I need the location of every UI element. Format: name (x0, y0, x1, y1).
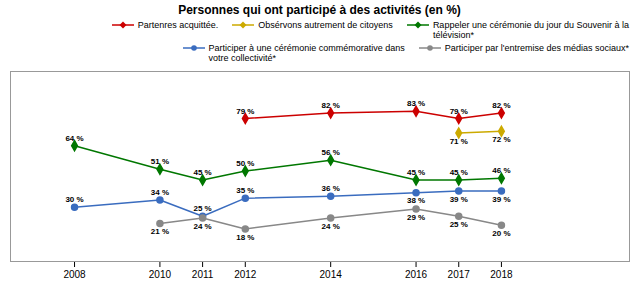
svg-text:2018: 2018 (490, 269, 513, 280)
html-text:Participer par l'entremise des: Participer par l'entremise des médias so… (444, 43, 629, 53)
svg-text:39 %: 39 % (492, 195, 510, 204)
svg-text:50 %: 50 % (236, 159, 254, 168)
svg-text:79 %: 79 % (236, 107, 254, 116)
svg-text:34 %: 34 % (151, 188, 169, 197)
svg-text:2017: 2017 (448, 269, 471, 280)
svg-text:51 %: 51 % (151, 157, 169, 166)
svg-text:82 %: 82 % (492, 101, 510, 110)
svg-text:25 %: 25 % (450, 220, 468, 229)
svg-text:25 %: 25 % (193, 204, 211, 213)
svg-text:24 %: 24 % (322, 222, 340, 231)
svg-text:46 %: 46 % (492, 166, 510, 175)
svg-text:64 %: 64 % (65, 134, 83, 143)
svg-text:2016: 2016 (405, 269, 428, 280)
svg-text:39 %: 39 % (450, 195, 468, 204)
svg-text:2008: 2008 (63, 269, 86, 280)
svg-text:56 %: 56 % (322, 148, 340, 157)
svg-text:82 %: 82 % (322, 101, 340, 110)
svg-text:36 %: 36 % (322, 184, 340, 193)
svg-text:2014: 2014 (320, 269, 343, 280)
svg-text:79 %: 79 % (450, 107, 468, 116)
svg-text:29 %: 29 % (407, 213, 425, 222)
html-text:Personnes qui ont participé à: Personnes qui ont participé à des activi… (178, 3, 461, 17)
svg-text:45 %: 45 % (193, 168, 211, 177)
svg-text:20 %: 20 % (492, 229, 510, 238)
svg-text:2012: 2012 (234, 269, 257, 280)
html-text:Partenres acquittée.: Partenres acquittée. (137, 20, 219, 30)
svg-text:21 %: 21 % (151, 227, 169, 236)
svg-text:72 %: 72 % (492, 135, 510, 144)
svg-text:30 %: 30 % (65, 195, 83, 204)
svg-text:18 %: 18 % (236, 233, 254, 242)
svg-text:45 %: 45 % (407, 168, 425, 177)
svg-text:35 %: 35 % (236, 186, 254, 195)
svg-text:45 %: 45 % (450, 168, 468, 177)
svg-text:38 %: 38 % (407, 196, 425, 205)
html-text:Rappeler une cérémonie du jour: Rappeler une cérémonie du jour du Souven… (432, 20, 629, 40)
svg-text:2011: 2011 (192, 269, 214, 280)
svg-text:2010: 2010 (149, 269, 172, 280)
svg-text:24 %: 24 % (193, 222, 211, 231)
svg-text:83 %: 83 % (407, 99, 425, 108)
html-text:Participer à une cérémonie com: Participer à une cérémonie commémorative… (208, 43, 405, 63)
html-text:Obsérvons autrement de citoyen: Obsérvons autrement de citoyens (258, 20, 393, 30)
svg-text:71 %: 71 % (450, 137, 468, 146)
